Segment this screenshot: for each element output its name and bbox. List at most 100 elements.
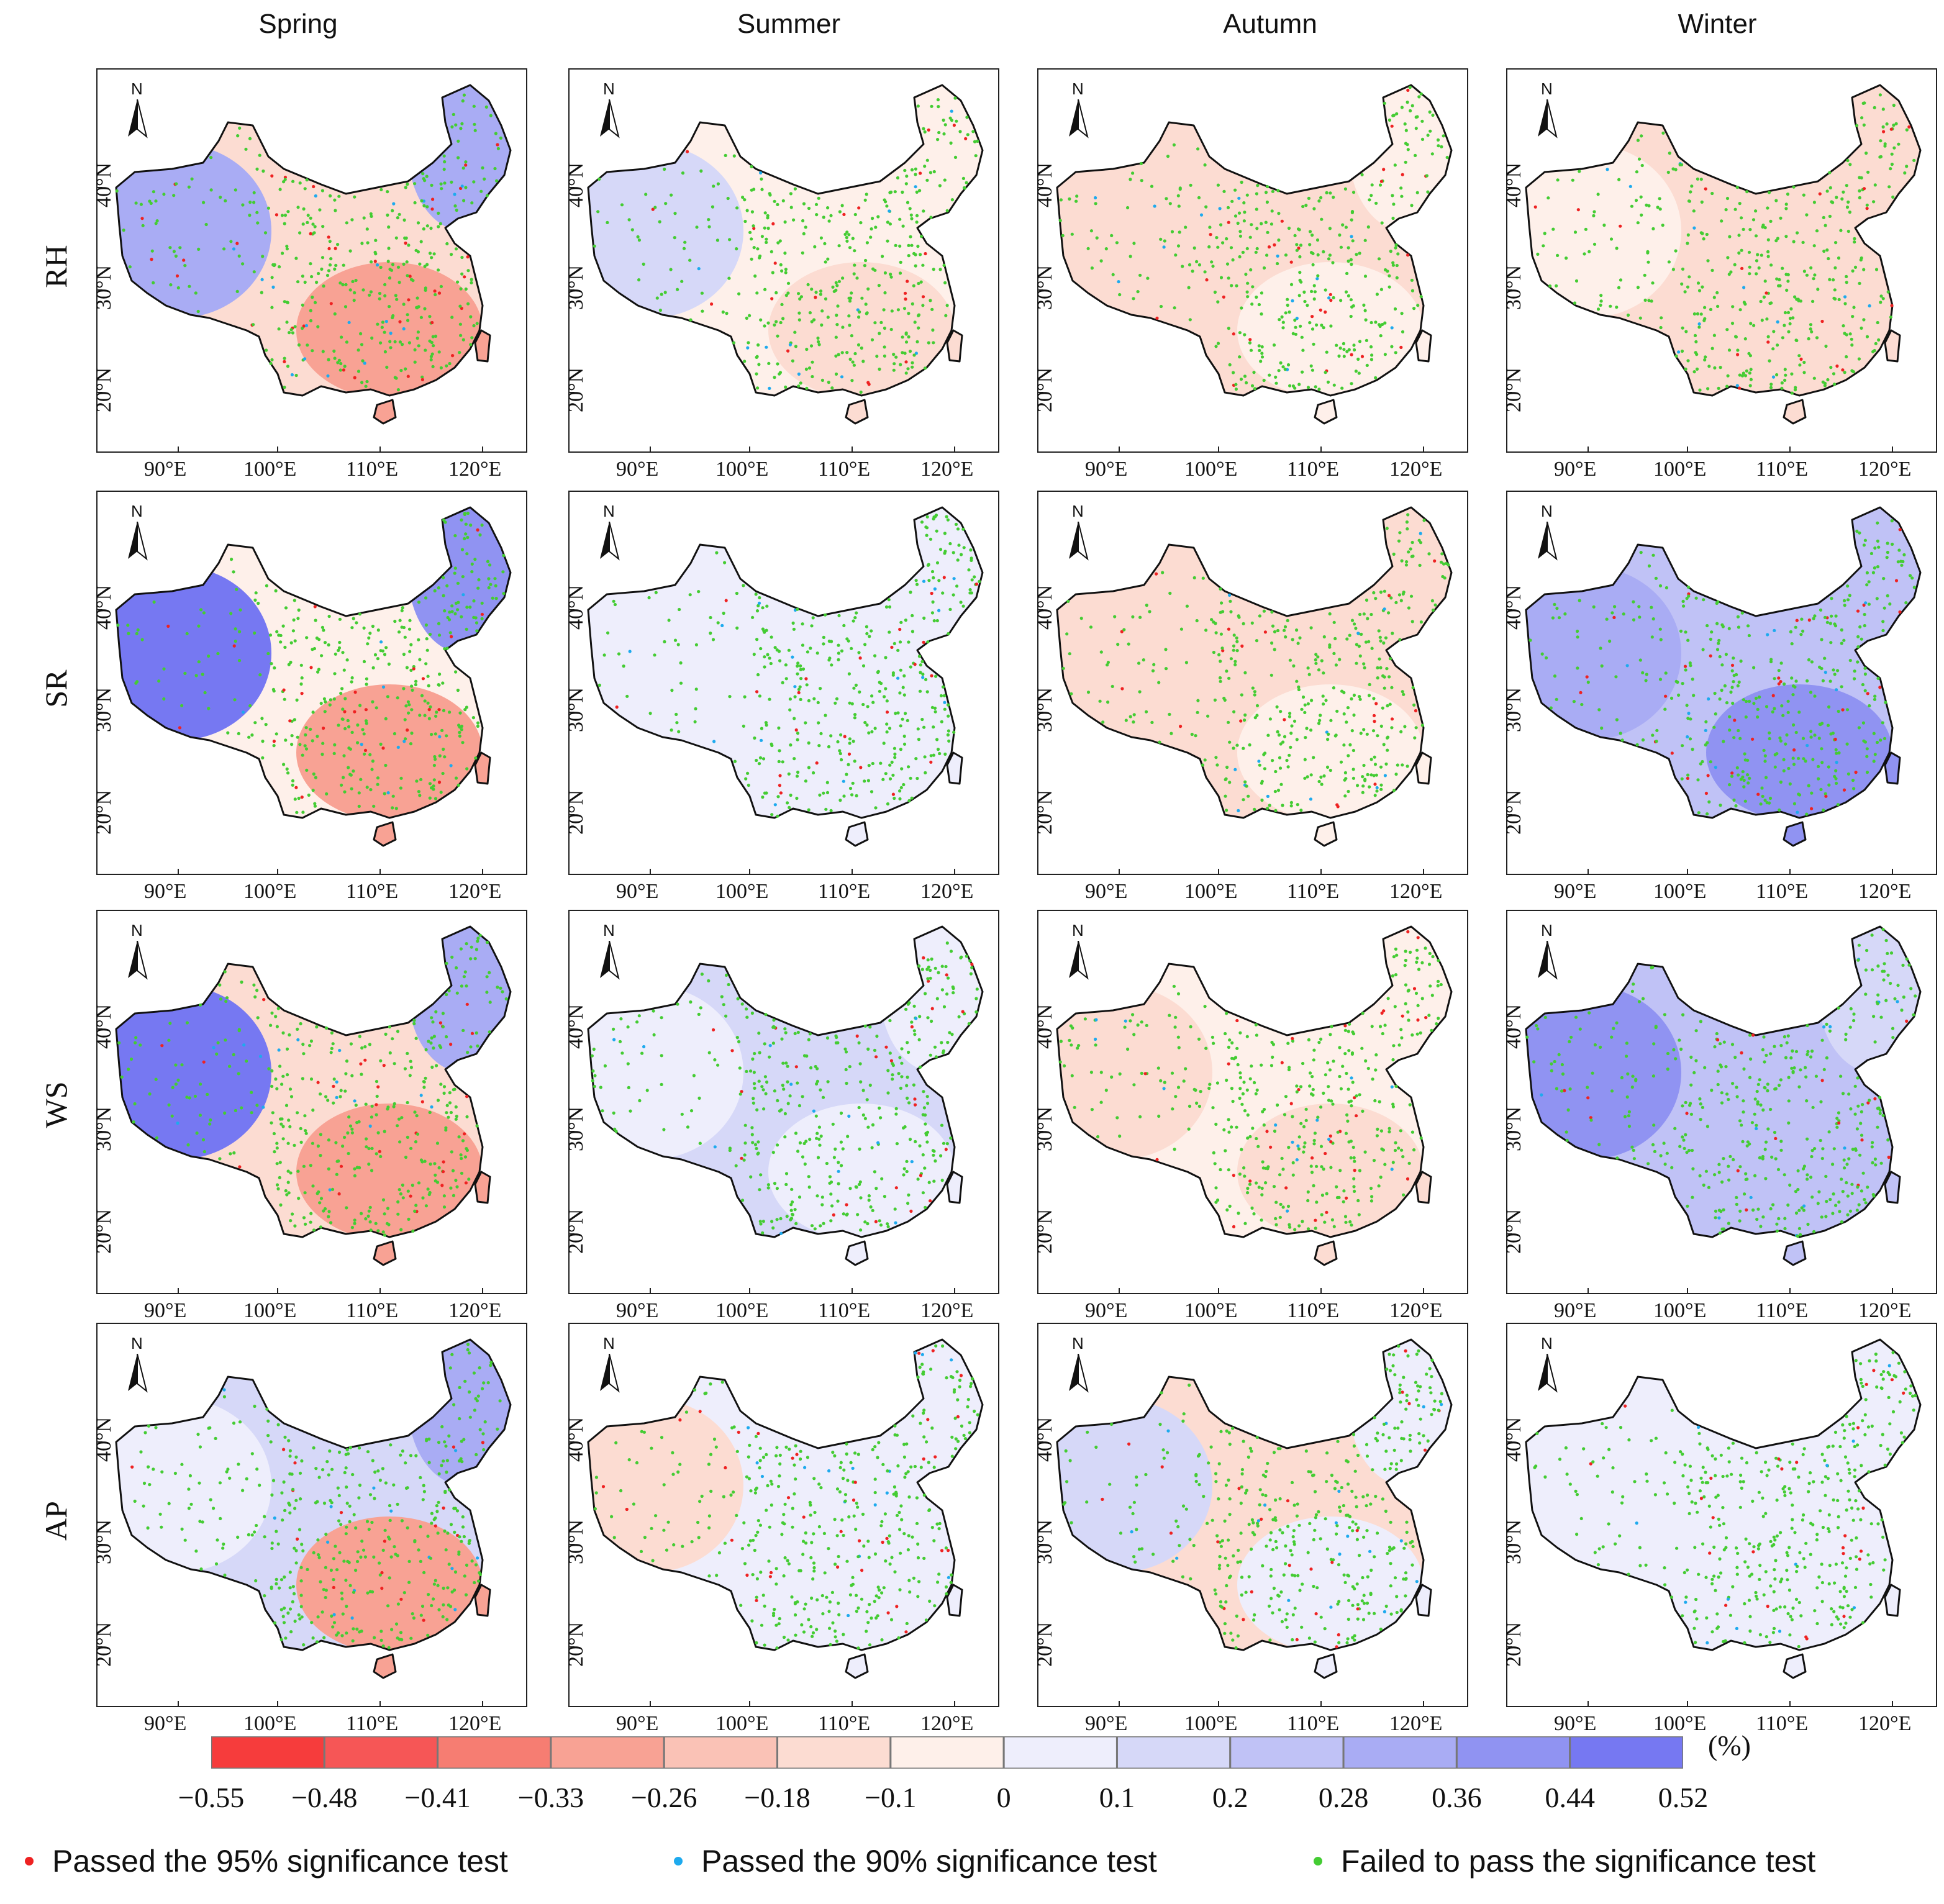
- shading-northeast: [1818, 85, 1920, 231]
- station-dot-failed: [1295, 679, 1299, 683]
- station-dot-95: [903, 291, 907, 295]
- station-dot-90: [773, 803, 777, 807]
- station-dot-failed: [332, 349, 336, 353]
- station-dot-failed: [860, 346, 863, 350]
- station-dot-90: [793, 685, 797, 689]
- station-dot-failed: [1233, 1056, 1238, 1059]
- station-dot-failed: [891, 671, 895, 675]
- station-dot-failed: [777, 759, 781, 763]
- station-dot-failed: [1773, 707, 1776, 710]
- station-dot-90: [402, 740, 406, 743]
- station-dot-failed: [943, 752, 947, 756]
- station-dot-failed: [299, 663, 303, 667]
- station-dot-failed: [1184, 1067, 1188, 1071]
- station-dot-failed: [1261, 1166, 1265, 1170]
- station-dot-failed: [816, 700, 820, 704]
- station-dot-failed: [1058, 219, 1062, 222]
- station-dot-failed: [929, 537, 933, 541]
- station-dot-90: [1766, 633, 1769, 637]
- shading-west: [588, 566, 743, 740]
- station-dot-failed: [1362, 303, 1366, 307]
- station-dot-failed: [1781, 714, 1785, 717]
- station-dot-failed: [899, 668, 902, 672]
- station-dot-failed: [819, 289, 823, 293]
- station-dot-failed: [1872, 732, 1876, 735]
- station-dot-95: [974, 583, 979, 586]
- station-dot-failed: [801, 667, 806, 671]
- station-dot-failed: [339, 1089, 343, 1092]
- station-dot-failed: [1572, 700, 1576, 704]
- station-dot-failed: [425, 648, 429, 652]
- station-dot-failed: [1173, 306, 1176, 310]
- station-dot-failed: [766, 216, 770, 220]
- station-dot-failed: [828, 656, 832, 660]
- station-dot-95: [382, 1064, 386, 1068]
- north-arrow-label: N: [131, 79, 143, 98]
- station-dot-failed: [450, 604, 454, 608]
- station-dot-failed: [366, 1214, 370, 1218]
- station-dot-failed: [776, 1143, 779, 1147]
- station-dot-failed: [873, 727, 877, 730]
- station-dot-failed: [864, 258, 868, 263]
- station-dot-failed: [1361, 791, 1365, 794]
- station-dot-90: [1233, 768, 1237, 771]
- station-dot-failed: [277, 327, 281, 331]
- station-dot-failed: [430, 1065, 434, 1069]
- station-dot-95: [779, 791, 783, 795]
- station-dot-failed: [478, 533, 482, 537]
- station-dot-failed: [415, 306, 419, 310]
- station-dot-95: [322, 727, 325, 730]
- station-dot-failed: [922, 1090, 925, 1094]
- station-dot-failed: [1195, 1101, 1199, 1105]
- station-dot-failed: [1235, 1046, 1239, 1050]
- station-dot-failed: [1355, 643, 1358, 646]
- station-dot-failed: [333, 312, 337, 316]
- station-dot-failed: [1706, 387, 1710, 391]
- station-dot-failed: [456, 688, 460, 692]
- station-dot-failed: [1405, 560, 1409, 564]
- station-dot-failed: [763, 665, 766, 669]
- station-dot-failed: [1528, 638, 1532, 642]
- station-dot-failed: [1866, 170, 1870, 174]
- station-dot-failed: [1658, 627, 1662, 631]
- station-dot-failed: [1301, 370, 1304, 374]
- station-dot-failed: [743, 695, 747, 699]
- station-dot-failed: [148, 199, 152, 203]
- station-dot-failed: [1809, 266, 1813, 270]
- station-dot-failed: [393, 1102, 396, 1105]
- station-dot-failed: [901, 351, 904, 355]
- station-dot-failed: [923, 165, 927, 168]
- station-dot-failed: [333, 356, 337, 360]
- station-dot-failed: [1878, 155, 1882, 159]
- station-dot-failed: [1251, 1127, 1255, 1130]
- station-dot-failed: [1865, 755, 1869, 758]
- station-dot-failed: [819, 236, 823, 240]
- station-dot-failed: [748, 314, 752, 317]
- station-dot-failed: [1856, 635, 1860, 638]
- station-dot-failed: [1786, 710, 1790, 714]
- station-dot-failed: [1347, 259, 1350, 263]
- station-dot-95: [1709, 654, 1712, 658]
- lon-label: 90°E: [616, 458, 659, 481]
- station-dot-failed: [355, 621, 358, 625]
- station-dot-failed: [824, 714, 827, 717]
- station-dot-95: [773, 261, 777, 265]
- station-dot-failed: [1773, 765, 1777, 769]
- station-dot-failed: [357, 369, 361, 373]
- station-dot-failed: [1843, 1166, 1846, 1170]
- station-dot-failed: [1659, 325, 1663, 330]
- station-dot-failed: [1420, 997, 1424, 1000]
- station-dot-failed: [122, 229, 125, 232]
- station-dot-failed: [401, 606, 404, 610]
- station-dot-failed: [1315, 1164, 1319, 1168]
- station-dot-failed: [1655, 740, 1658, 743]
- station-dot-failed: [432, 763, 437, 768]
- station-dot-failed: [838, 210, 842, 214]
- station-dot-failed: [1197, 1037, 1201, 1041]
- station-dot-failed: [777, 726, 781, 730]
- station-dot-failed: [1851, 269, 1855, 273]
- lat-label: 20°N: [93, 367, 116, 412]
- station-dot-failed: [923, 366, 927, 370]
- station-dot-failed: [1249, 268, 1253, 272]
- station-dot-failed: [901, 686, 905, 689]
